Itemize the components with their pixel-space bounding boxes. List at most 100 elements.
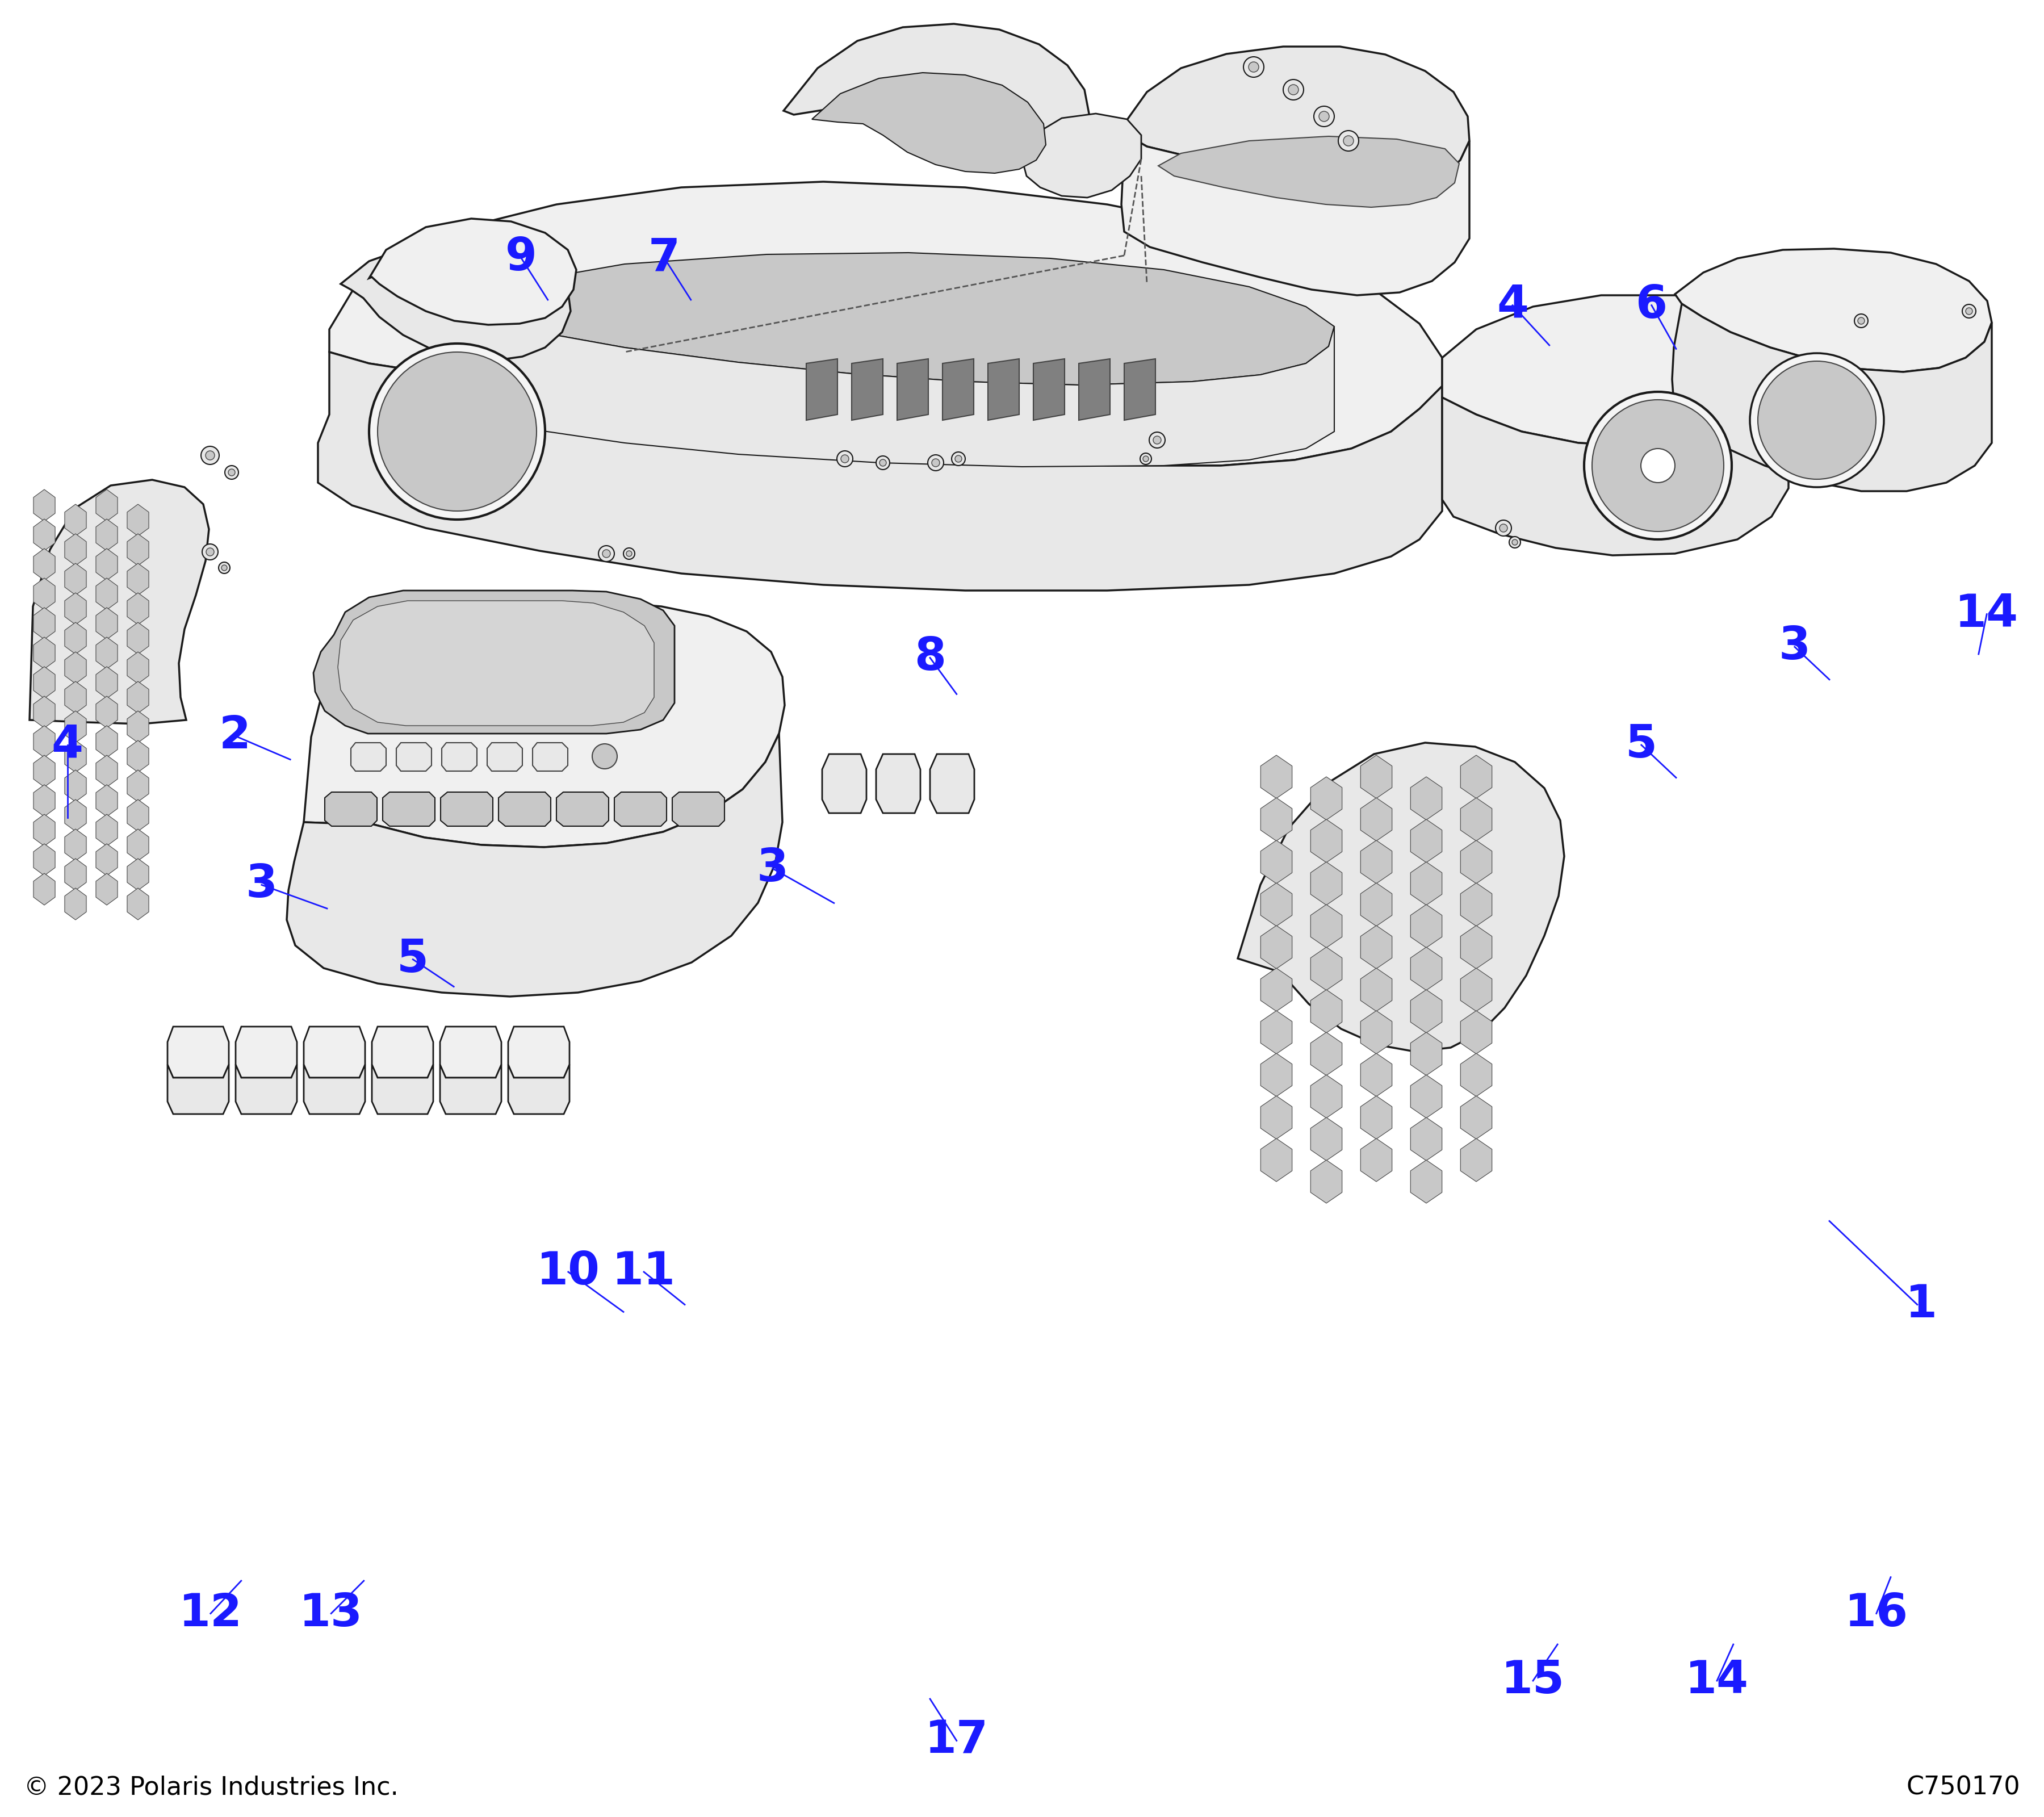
Polygon shape (96, 756, 119, 787)
Polygon shape (1361, 798, 1392, 841)
Polygon shape (96, 874, 119, 905)
Circle shape (932, 458, 940, 467)
Polygon shape (1022, 113, 1141, 198)
Polygon shape (672, 792, 724, 827)
Polygon shape (1461, 756, 1492, 798)
Polygon shape (439, 1027, 501, 1077)
Polygon shape (1410, 778, 1441, 819)
Polygon shape (65, 710, 86, 743)
Circle shape (599, 545, 615, 561)
Circle shape (1584, 392, 1731, 540)
Polygon shape (1261, 839, 1292, 883)
Polygon shape (96, 667, 119, 698)
Text: 12: 12 (178, 1592, 243, 1635)
Polygon shape (1410, 819, 1441, 863)
Circle shape (623, 549, 636, 560)
Polygon shape (442, 792, 493, 827)
Polygon shape (1310, 778, 1343, 819)
Polygon shape (305, 601, 785, 847)
Polygon shape (1310, 947, 1343, 990)
Polygon shape (370, 218, 576, 325)
Polygon shape (33, 549, 55, 580)
Polygon shape (509, 1065, 570, 1114)
Polygon shape (96, 696, 119, 729)
Polygon shape (325, 792, 376, 827)
Circle shape (206, 549, 215, 556)
Text: 1: 1 (1905, 1283, 1938, 1326)
Text: 16: 16 (1844, 1592, 1909, 1635)
Polygon shape (1310, 905, 1343, 948)
Polygon shape (127, 592, 149, 625)
Polygon shape (1124, 360, 1155, 420)
Polygon shape (168, 1065, 229, 1114)
Polygon shape (1410, 861, 1441, 905)
Polygon shape (1361, 756, 1392, 798)
Polygon shape (127, 859, 149, 890)
Circle shape (840, 454, 848, 463)
Circle shape (1758, 362, 1876, 480)
Polygon shape (480, 318, 1335, 467)
Polygon shape (235, 1027, 296, 1077)
Polygon shape (127, 621, 149, 654)
Polygon shape (1410, 1117, 1441, 1161)
Polygon shape (1672, 303, 1991, 491)
Polygon shape (33, 520, 55, 551)
Polygon shape (33, 696, 55, 729)
Circle shape (1966, 307, 1972, 314)
Polygon shape (1079, 360, 1110, 420)
Polygon shape (127, 799, 149, 832)
Polygon shape (337, 601, 654, 725)
Polygon shape (1239, 743, 1564, 1052)
Circle shape (953, 452, 965, 465)
Polygon shape (1159, 136, 1459, 207)
Text: 15: 15 (1500, 1659, 1566, 1703)
Polygon shape (1261, 798, 1292, 841)
Polygon shape (382, 792, 435, 827)
Circle shape (1141, 452, 1151, 465)
Text: 4: 4 (1496, 283, 1529, 327)
Circle shape (200, 447, 219, 465)
Polygon shape (127, 889, 149, 919)
Circle shape (1249, 62, 1259, 73)
Polygon shape (486, 743, 523, 770)
Circle shape (1962, 303, 1977, 318)
Circle shape (1500, 523, 1508, 532)
Polygon shape (33, 756, 55, 787)
Polygon shape (127, 741, 149, 772)
Polygon shape (852, 360, 883, 420)
Polygon shape (1361, 1139, 1392, 1181)
Polygon shape (556, 792, 609, 827)
Text: 3: 3 (1778, 625, 1811, 669)
Text: C750170: C750170 (1907, 1775, 2019, 1799)
Polygon shape (286, 734, 783, 996)
Polygon shape (96, 520, 119, 551)
Circle shape (1641, 449, 1674, 483)
Polygon shape (1461, 925, 1492, 968)
Polygon shape (1461, 1010, 1492, 1054)
Polygon shape (96, 489, 119, 521)
Text: 10: 10 (536, 1250, 601, 1294)
Circle shape (202, 543, 219, 560)
Polygon shape (33, 874, 55, 905)
Polygon shape (1461, 1139, 1492, 1181)
Circle shape (928, 454, 944, 471)
Polygon shape (1261, 756, 1292, 798)
Polygon shape (1461, 883, 1492, 927)
Polygon shape (65, 652, 86, 683)
Circle shape (1149, 432, 1165, 449)
Circle shape (225, 465, 239, 480)
Polygon shape (372, 1027, 433, 1077)
Circle shape (1343, 136, 1353, 145)
Circle shape (603, 549, 611, 558)
Polygon shape (822, 754, 867, 814)
Text: 6: 6 (1635, 283, 1668, 327)
Polygon shape (235, 1065, 296, 1114)
Text: © 2023 Polaris Industries Inc.: © 2023 Polaris Industries Inc. (25, 1775, 399, 1799)
Polygon shape (439, 1065, 501, 1114)
Circle shape (1143, 456, 1149, 462)
Circle shape (1750, 352, 1885, 487)
Polygon shape (96, 785, 119, 816)
Circle shape (378, 352, 536, 511)
Polygon shape (1443, 294, 1789, 445)
Polygon shape (33, 725, 55, 758)
